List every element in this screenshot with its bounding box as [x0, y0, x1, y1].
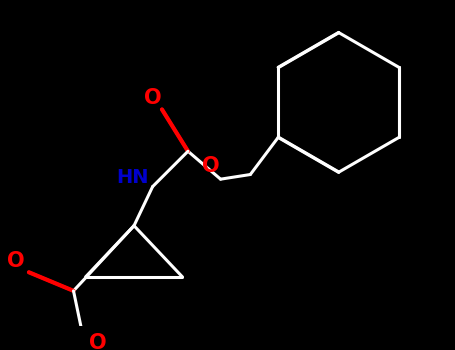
Text: O: O	[7, 251, 25, 271]
Text: O: O	[202, 156, 220, 176]
Text: O: O	[89, 333, 106, 350]
Text: HN: HN	[116, 168, 148, 187]
Text: O: O	[144, 88, 162, 108]
